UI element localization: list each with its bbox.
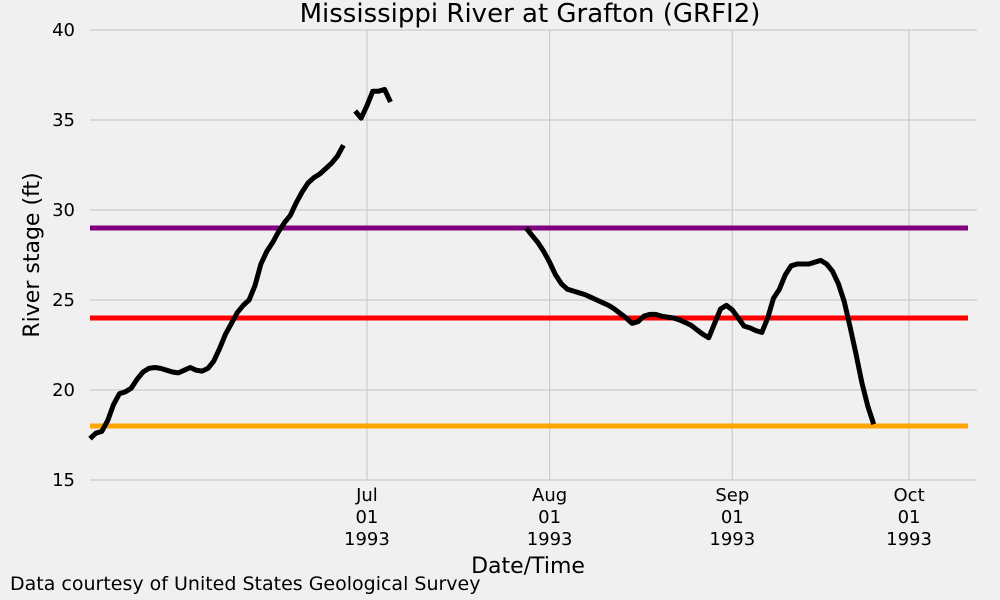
threshold-lines: [90, 225, 968, 429]
chart-title: Mississippi River at Grafton (GRFI2): [300, 0, 761, 29]
y-tick-label: 30: [52, 200, 75, 221]
river-stage-line-segment-3: [524, 226, 877, 425]
x-tick-label-line: Oct: [894, 485, 925, 506]
x-tick-label-line: 01: [538, 507, 561, 528]
river-stage-line-segment-2: [353, 86, 393, 121]
x-tick-label: Aug 01 1993: [527, 485, 573, 550]
x-tick-label-line: Sep: [715, 485, 749, 506]
x-tick-label-line: 1993: [886, 529, 932, 550]
x-tick-label-line: 01: [721, 507, 744, 528]
x-tick-label-line: 01: [898, 507, 921, 528]
y-axis-ticks: 15 20 25 30 35 40: [52, 20, 75, 491]
grid-lines: [90, 29, 977, 481]
x-tick-label-line: Aug: [532, 485, 567, 506]
y-tick-label: 15: [52, 470, 75, 491]
x-tick-label: Jul 01 1993: [344, 485, 390, 550]
source-caption: Data courtesy of United States Geologica…: [10, 573, 480, 595]
x-tick-label: Oct 01 1993: [886, 485, 932, 550]
y-tick-label: 25: [52, 290, 75, 311]
x-tick-label: Sep 01 1993: [709, 485, 755, 550]
x-tick-label-line: 1993: [344, 529, 390, 550]
x-tick-label-line: 01: [355, 507, 378, 528]
y-tick-label: 35: [52, 110, 75, 131]
y-axis-label: River stage (ft): [20, 172, 45, 337]
x-tick-label-line: 1993: [709, 529, 755, 550]
series-lines: [88, 86, 877, 441]
x-axis-label: Date/Time: [471, 554, 585, 579]
y-tick-label: 20: [52, 380, 75, 401]
river-stage-line-segment-1: [88, 144, 346, 441]
x-tick-label-line: Jul: [355, 485, 378, 506]
x-tick-label-line: 1993: [527, 529, 573, 550]
y-tick-label: 40: [52, 20, 75, 41]
